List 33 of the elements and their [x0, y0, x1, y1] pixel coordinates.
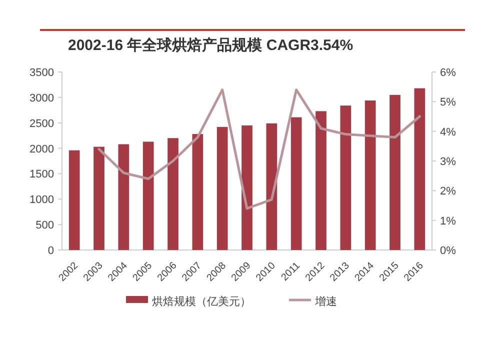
bar: [142, 142, 154, 250]
y2-tick-label: 2%: [440, 186, 456, 198]
y-tick-label: 3000: [30, 92, 54, 104]
legend-label: 烘焙规模（亿美元）: [152, 295, 251, 308]
y2-tick-label: 4%: [440, 126, 456, 138]
bar: [290, 117, 302, 250]
bar: [192, 134, 204, 250]
y-tick-label: 3500: [30, 67, 54, 79]
y2-tick-label: 5%: [440, 96, 456, 109]
legend-label: 增速: [314, 295, 337, 308]
bar: [68, 150, 80, 250]
y2-tick-label: 3%: [440, 156, 456, 168]
bar: [216, 126, 228, 250]
bar: [118, 144, 130, 250]
y-tick-label: 2000: [30, 143, 54, 156]
y2-tick-label: 6%: [440, 67, 456, 79]
bar: [414, 88, 426, 250]
y-tick-label: 2500: [30, 118, 54, 130]
bar: [94, 146, 104, 250]
bar: [340, 106, 352, 250]
y2-tick-label: 0%: [440, 245, 456, 257]
y-tick-label: 0: [48, 245, 54, 257]
bar: [242, 125, 252, 250]
bar: [266, 123, 278, 250]
y-tick-label: 1000: [30, 194, 54, 206]
y2-tick-label: 1%: [440, 215, 456, 228]
bar: [316, 111, 326, 250]
y-tick-label: 1500: [30, 168, 54, 181]
title: 2002-16 年全球烘焙产品规模 CAGR3.54%: [68, 37, 354, 54]
bar: [364, 100, 376, 250]
bar: [390, 94, 400, 250]
y-tick-label: 500: [36, 220, 54, 232]
bar: [168, 138, 178, 250]
